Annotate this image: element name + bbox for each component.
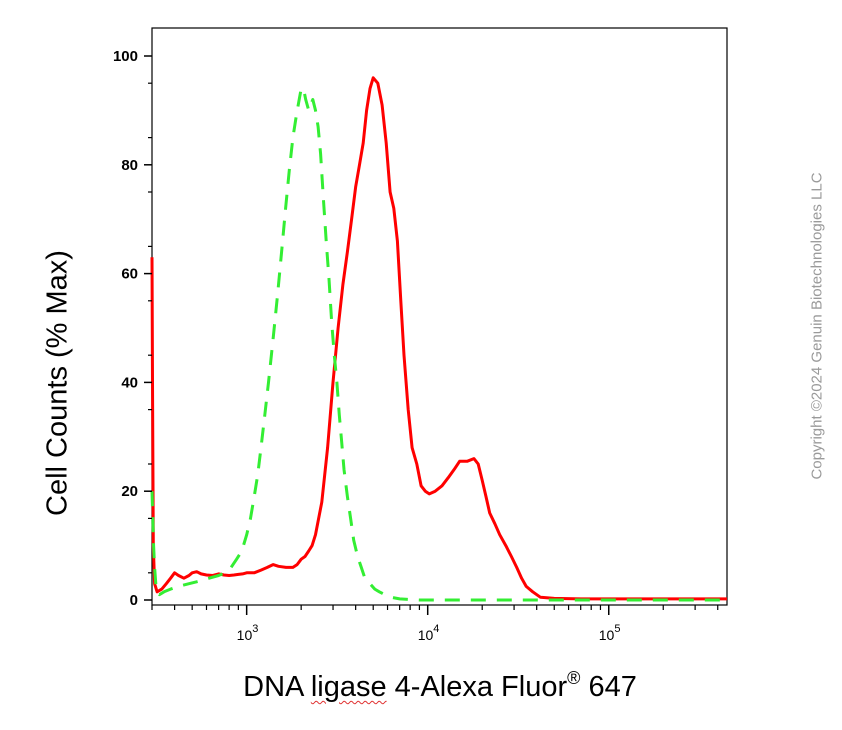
axis-layer: 0 20 40 60 80 100 103 104 105: [113, 48, 719, 643]
copyright-watermark: Copyright ©2024 Genuin Biotechnologies L…: [808, 172, 826, 480]
y-tick-label: 60: [121, 266, 138, 283]
x-axis-label-pre: DNA: [243, 671, 311, 703]
x-tick-label: 105: [599, 623, 621, 643]
x-axis-label: DNA ligase 4-Alexa Fluor® 647: [243, 668, 637, 704]
registered-mark: ®: [567, 668, 581, 688]
y-tick-label: 100: [113, 48, 138, 65]
x-tick-label: 103: [237, 623, 259, 643]
plot-border: [151, 27, 728, 606]
series-layer: [150, 76, 727, 602]
y-tick-label: 80: [121, 157, 138, 174]
control-series-line: [150, 87, 727, 602]
y-axis-label: Cell Counts (% Max): [41, 250, 74, 516]
x-axis-label-post: 4-Alexa Fluor: [386, 671, 568, 703]
y-tick-label: 20: [121, 483, 138, 500]
x-tick-label: 104: [418, 623, 440, 643]
plot-area: [151, 27, 728, 606]
x-axis-label-underlined-word: ligase: [310, 671, 387, 703]
y-tick-label: 0: [130, 592, 138, 609]
y-tick-label: 40: [121, 374, 138, 391]
sample-series-line: [150, 76, 727, 601]
x-axis-label-end: 647: [580, 671, 637, 703]
